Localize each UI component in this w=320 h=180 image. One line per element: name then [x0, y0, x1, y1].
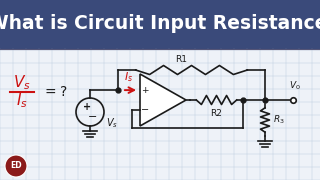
Text: $I_s$: $I_s$ — [16, 92, 28, 110]
Text: ED: ED — [10, 161, 22, 170]
Circle shape — [5, 155, 27, 177]
Text: −: − — [88, 112, 98, 122]
Text: What is Circuit Input Resistance: What is Circuit Input Resistance — [0, 14, 320, 33]
Text: $R_3$: $R_3$ — [273, 114, 285, 126]
Text: $V_s$: $V_s$ — [13, 74, 31, 92]
Bar — [0, 49, 320, 180]
Text: R2: R2 — [211, 109, 222, 118]
Text: $V_s$: $V_s$ — [106, 116, 118, 130]
Text: R1: R1 — [175, 55, 188, 64]
Text: $= ?$: $= ?$ — [42, 85, 67, 99]
Text: $I_s$: $I_s$ — [124, 70, 133, 84]
Text: +: + — [83, 102, 91, 112]
Polygon shape — [140, 74, 186, 126]
Bar — [0, 0, 320, 49]
Text: $V_0$: $V_0$ — [289, 80, 301, 92]
Text: −: − — [141, 105, 149, 115]
Text: +: + — [141, 86, 149, 95]
